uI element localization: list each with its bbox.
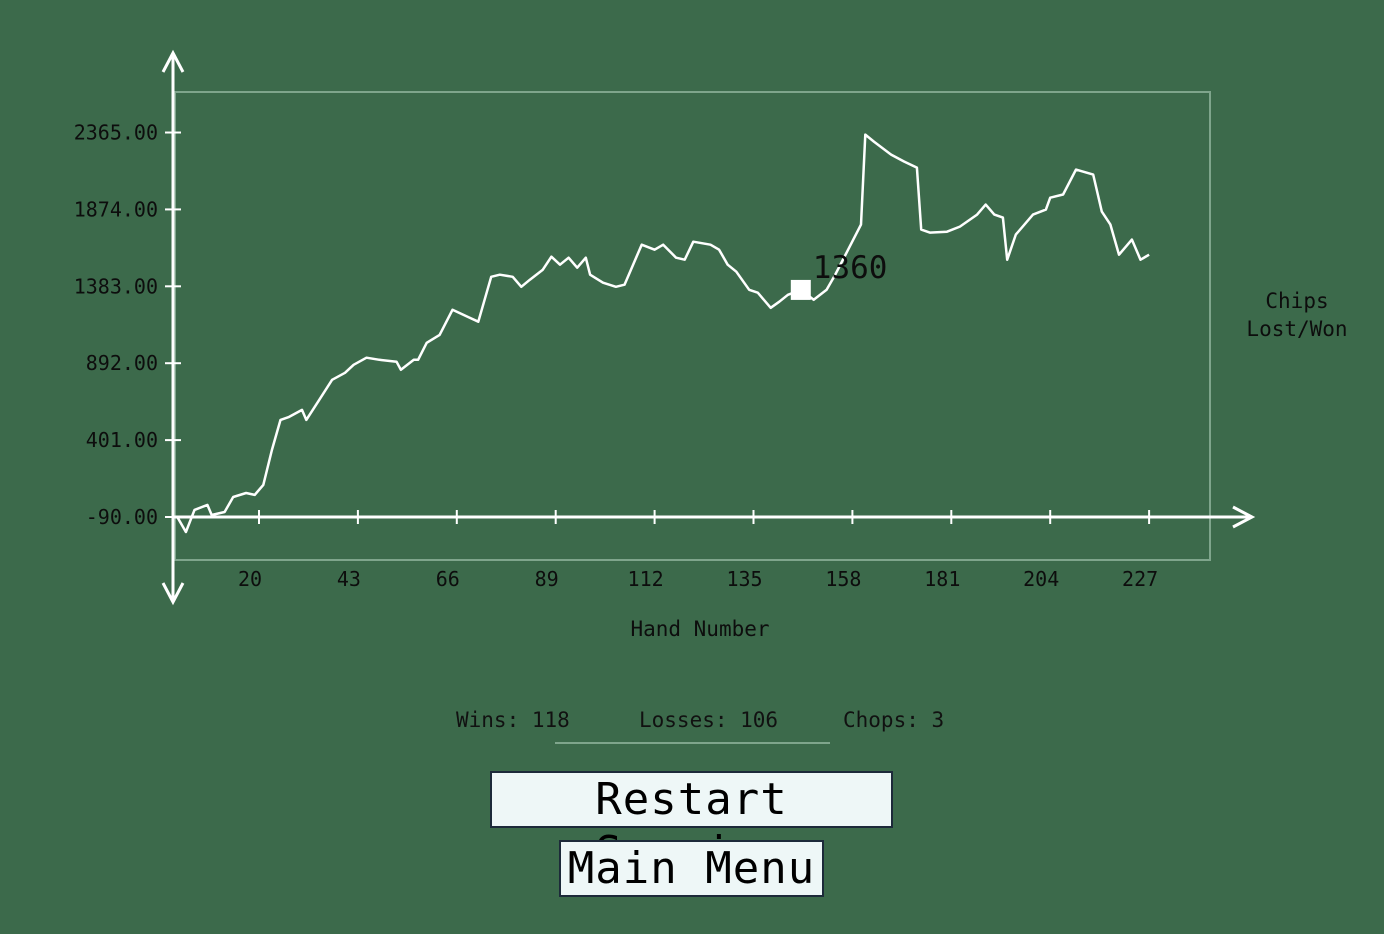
x-tick-label: 89: [535, 567, 559, 591]
restart-button[interactable]: Restart Session: [490, 771, 893, 878]
x-tick-label: 43: [337, 567, 361, 591]
highlight-label: 1360: [813, 250, 888, 286]
y-tick-label: 892.00: [86, 351, 158, 375]
x-tick-label: 135: [726, 567, 762, 591]
x-tick-label: 112: [628, 567, 664, 591]
y-axis-label: Chips Lost/Won: [1246, 289, 1347, 341]
chart: Hand Number Chips Lost/Won-90.00401.00892…: [74, 49, 1348, 641]
x-tick-label: 181: [924, 567, 960, 591]
x-tick-label: 204: [1023, 567, 1059, 591]
y-tick-label: 401.00: [86, 428, 158, 452]
x-axis-label: Hand Number: [630, 617, 769, 641]
data-line: [176, 133, 1150, 534]
x-axis-arrow: [1232, 505, 1256, 529]
y-axis-label-line: Lost/Won: [1246, 317, 1347, 341]
highlight-marker: [790, 279, 811, 300]
y-axis-arrow: [161, 49, 185, 73]
y-axis-label-line: Chips: [1265, 289, 1328, 313]
separator: [555, 742, 830, 744]
axes: [161, 49, 1256, 606]
losses: Losses: 106: [639, 708, 779, 732]
x-tick-label: 158: [825, 567, 861, 591]
x-tick-label: 20: [238, 567, 262, 591]
y-tick-label: -90.00: [86, 505, 158, 529]
y-tick-label: 1383.00: [74, 274, 158, 298]
stats: Wins: 118 Losses: 106 Chops: 3: [0, 706, 1384, 746]
x-tick-label: 66: [436, 567, 460, 591]
y-tick-label: 1874.00: [74, 197, 158, 221]
y-axis-arrow: [161, 582, 185, 606]
plot-frame: [174, 91, 1211, 561]
chops: Chops: 3: [843, 708, 945, 732]
wins: Wins: 118: [456, 708, 570, 732]
y-tick-label: 2365.00: [74, 121, 158, 145]
x-tick-label: 227: [1122, 567, 1158, 591]
main-menu-button[interactable]: Main Menu: [559, 840, 824, 897]
